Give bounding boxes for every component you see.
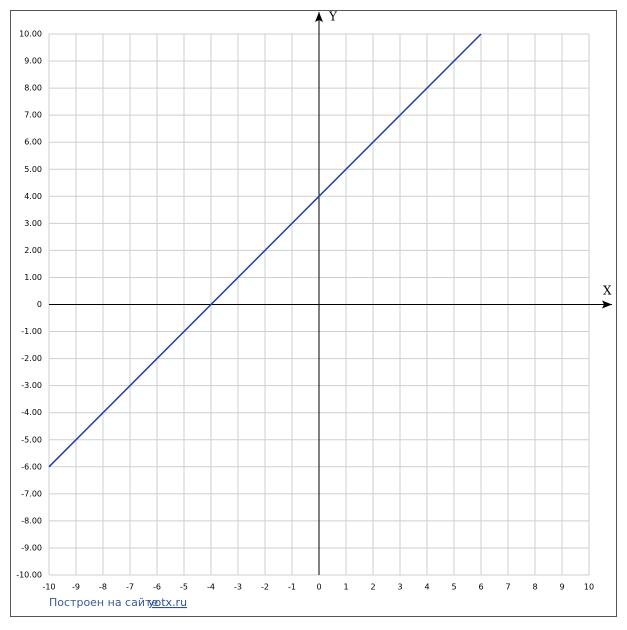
footer-link[interactable]: yotx.ru: [148, 596, 187, 609]
y-axis-label: Y: [328, 10, 338, 24]
y-tick-label: -4.00: [21, 408, 42, 417]
y-tick-label: 2.00: [24, 246, 42, 255]
y-tick-label: 1.00: [24, 273, 42, 282]
y-tick-label: 9.00: [24, 57, 42, 66]
x-tick-label: 4: [424, 583, 429, 592]
y-tick-label: -9.00: [21, 543, 42, 552]
x-tick-label: -10: [42, 583, 55, 592]
y-tick-label: 10.00: [19, 30, 42, 39]
x-tick-label: -2: [261, 583, 269, 592]
y-axis-arrow: [315, 12, 323, 22]
y-tick-label: 6.00: [24, 138, 42, 147]
x-tick-label: 5: [451, 583, 456, 592]
y-tick-label: -7.00: [21, 489, 42, 498]
x-tick-label: -6: [153, 583, 161, 592]
x-tick-label: -3: [234, 583, 242, 592]
x-tick-label: 7: [505, 583, 510, 592]
y-tick-label: 0: [37, 300, 42, 309]
y-tick-label: 7.00: [24, 111, 42, 120]
x-tick-label: -1: [288, 583, 296, 592]
x-tick-label: -7: [126, 583, 134, 592]
x-tick-label: 6: [478, 583, 483, 592]
y-tick-label: -1.00: [21, 327, 42, 336]
x-tick-label: 3: [397, 583, 402, 592]
y-tick-label: 8.00: [24, 84, 42, 93]
x-tick-label: 0: [316, 583, 321, 592]
line: [48, 33, 482, 468]
y-tick-label: 3.00: [24, 219, 42, 228]
y-tick-label: 5.00: [24, 165, 42, 174]
x-tick-label: 9: [559, 583, 564, 592]
y-tick-label: -10.00: [16, 571, 42, 580]
x-tick-label: 10: [584, 583, 594, 592]
y-tick-label: -2.00: [21, 354, 42, 363]
y-tick-label: -8.00: [21, 516, 42, 525]
y-tick-label: -3.00: [21, 381, 42, 390]
x-tick-label: -5: [180, 583, 188, 592]
footer-text: Построен на сайте: [49, 596, 158, 609]
y-tick-label: -5.00: [21, 435, 42, 444]
x-tick-label: 2: [370, 583, 375, 592]
x-tick-label: 1: [343, 583, 348, 592]
frame: [10, 10, 617, 617]
x-tick-label: -9: [72, 583, 80, 592]
x-tick-label: 8: [532, 583, 537, 592]
x-tick-label: -8: [99, 583, 107, 592]
y-tick-label: -6.00: [21, 462, 42, 471]
x-axis-label: X: [603, 284, 612, 298]
x-axis-arrow: [602, 300, 612, 309]
x-tick-label: -4: [207, 583, 215, 592]
y-tick-label: 4.00: [24, 192, 42, 201]
